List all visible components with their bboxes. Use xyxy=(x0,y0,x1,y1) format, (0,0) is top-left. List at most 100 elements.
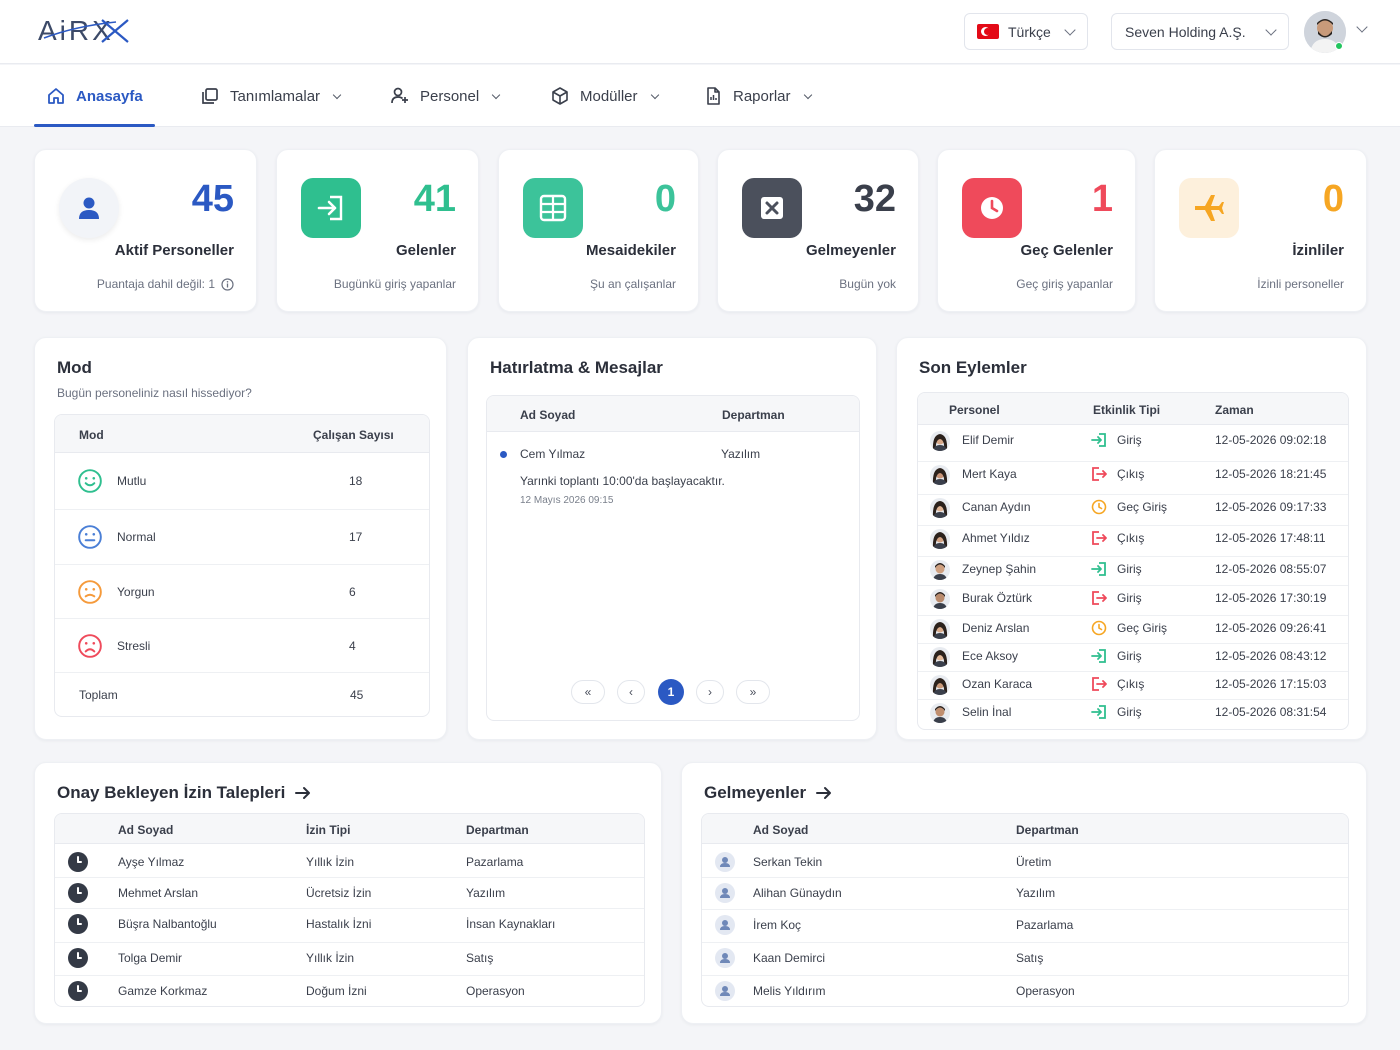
row-divider xyxy=(55,618,429,619)
top-header: AiRX Türkçe Seven Holding A.Ş. xyxy=(0,0,1400,64)
info-icon[interactable] xyxy=(221,277,234,291)
table-header: Mod Çalışan Sayısı xyxy=(55,415,429,453)
row-divider xyxy=(918,643,1348,644)
absent-panel: Gelmeyenler Ad Soyad Departman Serkan Te… xyxy=(681,762,1367,1024)
nav-label: Raporlar xyxy=(733,87,791,105)
nav-personel[interactable]: Personel xyxy=(390,65,501,127)
actions-panel: Son Eylemler Personel Etkinlik Tipi Zama… xyxy=(896,337,1367,740)
event-time: 12-05-2026 17:30:19 xyxy=(1215,591,1327,605)
panel-title: Hatırlatma & Mesajlar xyxy=(490,358,663,377)
stat-card-leave[interactable]: 0 İzinliler İzinli personeller xyxy=(1154,149,1367,312)
person-name: Ece Aksoy xyxy=(962,649,1019,663)
stat-subtitle: Bugünkü giriş yapanlar xyxy=(333,277,456,291)
pager-last-button[interactable]: » xyxy=(736,680,770,704)
stat-subtitle: Puantaja dahil değil: 1 xyxy=(97,277,234,291)
messages-table: Ad Soyad Departman Cem Yılmaz Yazılım Ya… xyxy=(486,395,860,721)
mood-count: 18 xyxy=(349,474,363,488)
pager-first-button[interactable]: « xyxy=(571,680,605,704)
turkey-flag-icon xyxy=(977,24,999,39)
airx-logo[interactable]: AiRX xyxy=(36,14,132,46)
row-divider xyxy=(702,877,1348,878)
logout-icon xyxy=(1091,530,1107,546)
person-name: Elif Demir xyxy=(962,433,1015,447)
stat-card-absent[interactable]: 32 Gelmeyenler Bugün yok xyxy=(717,149,919,312)
nav-moduller[interactable]: Modüller xyxy=(550,65,659,127)
nav-tanimlamalar[interactable]: Tanımlamalar xyxy=(200,65,342,127)
pager-page-1[interactable]: 1 xyxy=(658,679,684,705)
logout-icon xyxy=(1091,676,1107,692)
nav-label: Personel xyxy=(420,87,480,105)
chevron-down-icon xyxy=(332,90,342,99)
pager-prev-button[interactable]: ‹ xyxy=(617,680,645,704)
table-header: Personel Etkinlik Tipi Zaman xyxy=(918,393,1348,425)
event-type: Geç Giriş xyxy=(1117,500,1168,514)
table-header: Ad Soyad İzin Tipi Departman xyxy=(55,814,644,844)
person-avatar xyxy=(930,465,950,485)
company-label: Seven Holding A.Ş. xyxy=(1125,23,1246,40)
pending-clock-icon xyxy=(68,981,88,1001)
person-avatar xyxy=(930,529,950,549)
panel-title[interactable]: Gelmeyenler xyxy=(704,783,832,803)
event-type: Giriş xyxy=(1117,649,1142,663)
company-select[interactable]: Seven Holding A.Ş. xyxy=(1111,13,1289,50)
language-select[interactable]: Türkçe xyxy=(964,13,1088,50)
panel-title[interactable]: Onay Bekleyen İzin Talepleri xyxy=(57,783,311,803)
chevron-down-icon xyxy=(803,90,812,99)
row-divider xyxy=(702,909,1348,910)
table-header: Ad Soyad Departman xyxy=(702,814,1348,844)
stat-title: Gelmeyenler xyxy=(805,242,896,259)
leave-dept: Yazılım xyxy=(466,886,506,900)
pager-next-button[interactable]: › xyxy=(696,680,724,704)
main-nav: Anasayfa Tanımlamalar Personel Modüller … xyxy=(0,65,1400,127)
nav-anasayfa[interactable]: Anasayfa xyxy=(34,65,155,127)
row-divider xyxy=(918,525,1348,526)
clock-icon xyxy=(1091,499,1107,515)
panel-subtitle: Bugün personeliniz nasıl hissediyor? xyxy=(57,386,252,400)
person-name: Ozan Karaca xyxy=(962,677,1033,691)
person-name: Canan Aydın xyxy=(962,500,1031,514)
stat-card-working[interactable]: 0 Mesaidekiler Şu an çalışanlar xyxy=(498,149,699,312)
copy-icon xyxy=(202,88,218,104)
event-time: 12-05-2026 09:17:33 xyxy=(1215,500,1327,514)
stat-card-arrivals[interactable]: 41 Gelenler Bugünkü giriş yapanlar xyxy=(276,149,479,312)
nav-raporlar[interactable]: Raporlar xyxy=(703,65,812,127)
event-time: 12-05-2026 17:15:03 xyxy=(1215,677,1327,691)
row-divider xyxy=(918,699,1348,700)
leave-type: Yıllık İzin xyxy=(306,855,355,869)
leave-type: Hastalık İzni xyxy=(306,917,372,931)
col-name: Ad Soyad xyxy=(520,408,576,422)
row-divider xyxy=(918,615,1348,616)
messages-panel: Hatırlatma & Mesajlar Ad Soyad Departman… xyxy=(467,337,877,740)
message-date: 12 Mayıs 2026 09:15 xyxy=(520,495,614,506)
absent-dept: Pazarlama xyxy=(1016,918,1074,932)
leave-table: Ad Soyad İzin Tipi Departman Ayşe Yılmaz… xyxy=(54,813,645,1007)
event-type: Çıkış xyxy=(1117,531,1145,545)
stat-card-late[interactable]: 1 Geç Gelenler Geç giriş yapanlar xyxy=(937,149,1136,312)
online-status-dot xyxy=(1335,42,1343,50)
user-icon xyxy=(715,915,735,935)
plane-icon xyxy=(1179,178,1239,238)
box-icon xyxy=(552,87,568,105)
leave-type: Yıllık İzin xyxy=(306,951,355,965)
panel-title: Mod xyxy=(57,358,92,377)
nav-label: Modüller xyxy=(580,87,638,105)
user-avatar[interactable] xyxy=(1304,11,1346,53)
stat-value: 0 xyxy=(1322,178,1344,220)
row-divider xyxy=(55,908,644,909)
row-divider xyxy=(55,564,429,565)
mood-count: 6 xyxy=(349,585,356,599)
row-divider xyxy=(55,975,644,976)
event-type: Giriş xyxy=(1117,705,1142,719)
sad-face-icon xyxy=(77,633,103,659)
user-icon xyxy=(715,883,735,903)
logout-icon xyxy=(1091,590,1107,606)
message-dept: Yazılım xyxy=(721,447,761,461)
panel-title-text: Onay Bekleyen İzin Talepleri xyxy=(57,783,286,802)
stat-subtitle: İzinli personeller xyxy=(1257,277,1344,291)
stat-title: Gelenler xyxy=(395,242,456,259)
col-person: Personel xyxy=(949,403,1000,417)
event-time: 12-05-2026 09:02:18 xyxy=(1215,433,1327,447)
person-avatar xyxy=(930,619,950,639)
stat-card-active[interactable]: 45 Aktif Personeller Puantaja dahil deği… xyxy=(34,149,257,312)
user-menu-chevron-icon[interactable] xyxy=(1356,21,1368,33)
